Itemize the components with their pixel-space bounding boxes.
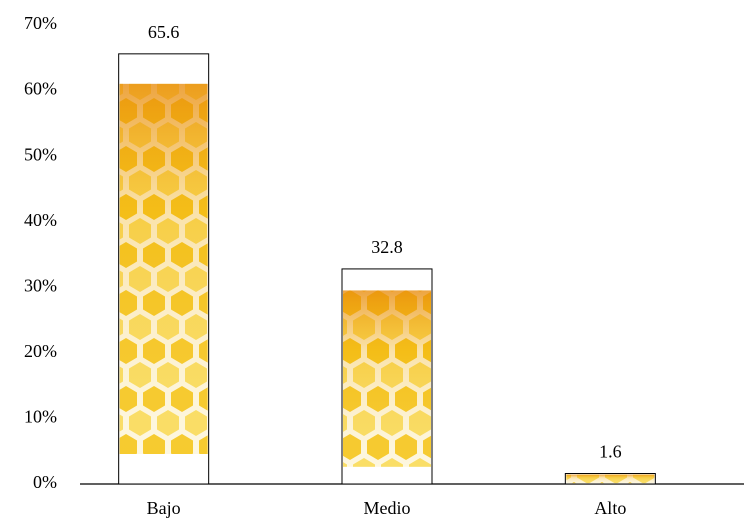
x-tick-label: Alto (594, 498, 626, 518)
y-tick-label: 60% (24, 79, 57, 99)
bar-shade (119, 83, 208, 454)
y-tick-label: 20% (24, 341, 57, 361)
y-tick-label: 0% (33, 472, 57, 492)
bar-shade (343, 290, 431, 467)
y-tick-label: 10% (24, 407, 57, 427)
x-tick-label: Bajo (147, 498, 181, 518)
value-label: 1.6 (599, 442, 622, 462)
y-tick-label: 30% (24, 275, 57, 295)
y-tick-label: 70% (24, 13, 57, 33)
y-tick-label: 50% (24, 144, 57, 164)
bar-shade (566, 474, 655, 484)
y-tick-label: 40% (24, 210, 57, 230)
value-label: 65.6 (148, 22, 180, 42)
x-tick-label: Medio (364, 498, 411, 518)
value-label: 32.8 (371, 237, 403, 257)
